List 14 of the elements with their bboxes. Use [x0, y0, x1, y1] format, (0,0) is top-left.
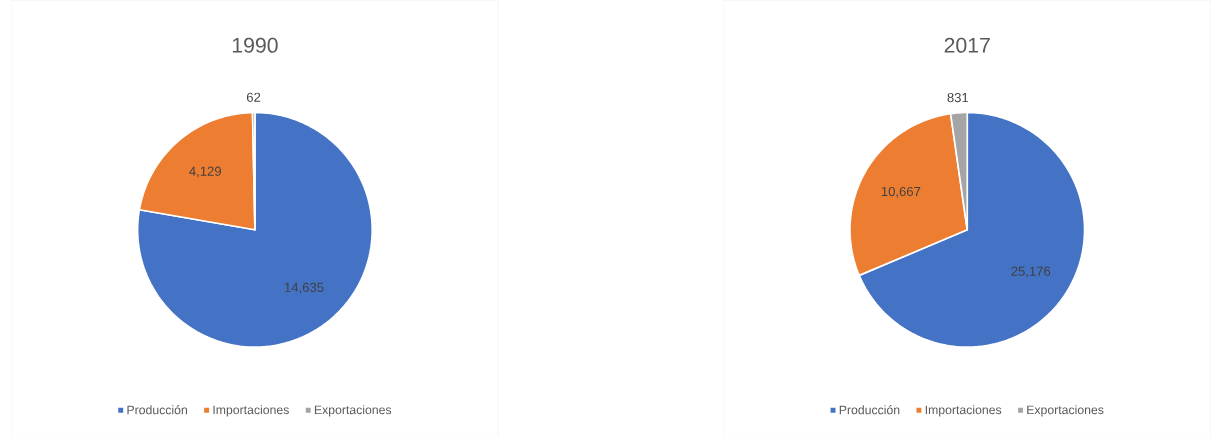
chart-title: 2017 [944, 37, 990, 53]
legend-label: Exportaciones [314, 404, 392, 417]
chart-title: 1990 [232, 37, 278, 53]
data-label: 4,129 [189, 166, 221, 178]
legend-label: Producción [127, 404, 187, 415]
data-label: 25,176 [1011, 266, 1051, 278]
data-label: 62 [246, 92, 261, 102]
legend-label: Importaciones [213, 404, 289, 417]
legend-label: Importaciones [925, 404, 1002, 417]
data-label: 10,667 [881, 186, 921, 198]
legend-label: Exportaciones [1027, 404, 1104, 417]
data-label: 831 [947, 92, 969, 103]
legend-label: Producción [839, 404, 900, 415]
data-label: 14,635 [285, 282, 324, 294]
